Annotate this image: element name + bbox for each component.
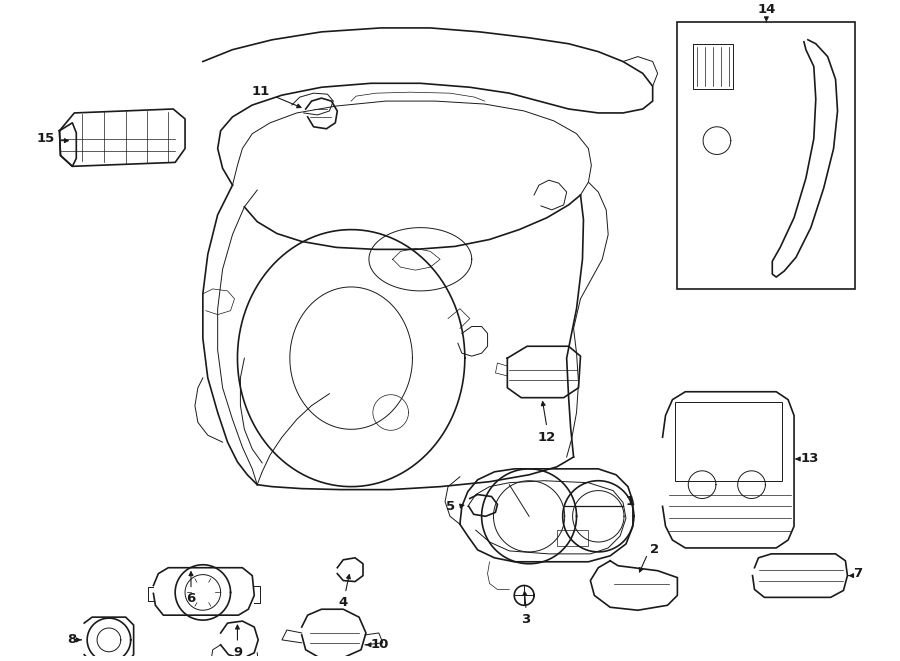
Text: 6: 6 — [186, 592, 195, 605]
Text: 2: 2 — [650, 543, 659, 557]
Text: 1: 1 — [626, 495, 635, 508]
Text: 11: 11 — [252, 85, 270, 98]
Text: 4: 4 — [338, 596, 348, 609]
Text: 10: 10 — [371, 639, 390, 651]
Text: 12: 12 — [538, 431, 556, 444]
Bar — [678, 22, 855, 289]
Text: 14: 14 — [757, 3, 776, 16]
Text: 9: 9 — [233, 646, 242, 659]
Bar — [675, 402, 782, 481]
Bar — [557, 530, 589, 546]
Text: 15: 15 — [36, 132, 55, 145]
Text: 3: 3 — [521, 613, 531, 626]
Text: 8: 8 — [68, 633, 76, 646]
Text: 7: 7 — [853, 567, 862, 580]
Text: 5: 5 — [446, 500, 454, 513]
Text: 13: 13 — [801, 453, 819, 465]
